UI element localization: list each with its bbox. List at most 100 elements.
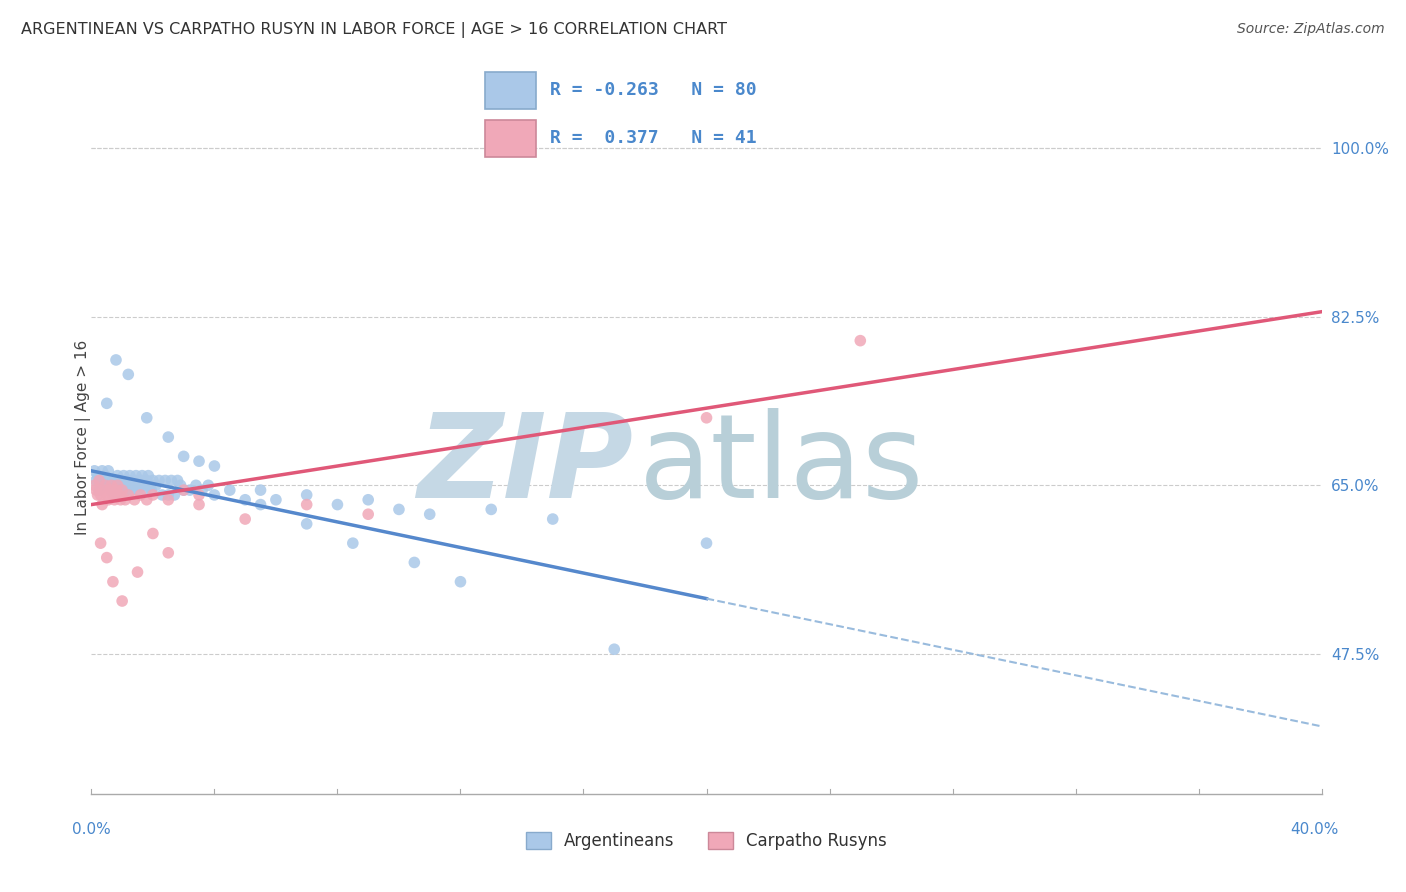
- Point: [160, 474, 183, 488]
- Point: [145, 478, 167, 492]
- Point: [98, 478, 121, 492]
- Point: [419, 507, 441, 521]
- Text: atlas: atlas: [638, 409, 924, 523]
- Point: [86, 488, 108, 502]
- Point: [97, 464, 120, 478]
- Point: [295, 516, 318, 531]
- Point: [202, 488, 225, 502]
- Point: [101, 474, 124, 488]
- Point: [84, 474, 107, 488]
- Point: [136, 468, 159, 483]
- Point: [404, 556, 426, 570]
- Point: [197, 478, 219, 492]
- Point: [169, 478, 191, 492]
- FancyBboxPatch shape: [485, 120, 536, 157]
- Point: [157, 546, 180, 560]
- Point: [97, 492, 120, 507]
- Point: [188, 454, 211, 468]
- Point: [86, 468, 108, 483]
- Point: [91, 498, 114, 512]
- Point: [127, 483, 149, 497]
- Point: [98, 483, 121, 497]
- Point: [91, 464, 114, 478]
- Point: [101, 488, 124, 502]
- Point: [233, 512, 256, 526]
- Text: ZIP: ZIP: [416, 409, 633, 523]
- Point: [134, 483, 156, 497]
- Point: [139, 478, 162, 492]
- Point: [184, 478, 207, 492]
- Point: [191, 483, 214, 497]
- Point: [103, 492, 125, 507]
- Point: [110, 492, 132, 507]
- Point: [87, 483, 110, 497]
- Text: R = -0.263   N = 80: R = -0.263 N = 80: [550, 81, 756, 99]
- Point: [148, 474, 170, 488]
- Point: [118, 468, 141, 483]
- Point: [157, 430, 180, 444]
- Point: [100, 483, 122, 497]
- Point: [166, 474, 188, 488]
- Point: [124, 474, 146, 488]
- Point: [326, 498, 349, 512]
- Point: [249, 483, 271, 497]
- Point: [695, 536, 717, 550]
- Point: [128, 478, 150, 492]
- Point: [94, 468, 117, 483]
- Point: [105, 474, 127, 488]
- Point: [87, 474, 110, 488]
- Point: [94, 478, 117, 492]
- Point: [120, 483, 142, 497]
- Point: [163, 488, 186, 502]
- Point: [173, 483, 195, 497]
- Point: [125, 468, 148, 483]
- Point: [295, 488, 318, 502]
- Text: 40.0%: 40.0%: [1291, 822, 1339, 837]
- Point: [849, 334, 872, 348]
- Point: [135, 410, 157, 425]
- Point: [112, 468, 135, 483]
- Point: [96, 474, 118, 488]
- Point: [107, 478, 129, 492]
- Point: [111, 594, 134, 608]
- Point: [105, 483, 127, 497]
- Point: [157, 492, 180, 507]
- Point: [96, 550, 118, 565]
- Point: [449, 574, 471, 589]
- Point: [90, 474, 112, 488]
- Point: [108, 488, 131, 502]
- Point: [83, 478, 105, 492]
- Point: [357, 507, 380, 521]
- Point: [153, 474, 177, 488]
- Point: [132, 478, 155, 492]
- Point: [127, 565, 149, 579]
- Point: [142, 488, 165, 502]
- Point: [479, 502, 502, 516]
- Point: [264, 492, 287, 507]
- Point: [135, 492, 157, 507]
- Point: [135, 474, 157, 488]
- Point: [105, 353, 127, 368]
- Point: [357, 492, 380, 507]
- Point: [129, 474, 152, 488]
- Point: [233, 492, 256, 507]
- FancyBboxPatch shape: [485, 71, 536, 109]
- Text: R =  0.377   N = 41: R = 0.377 N = 41: [550, 129, 756, 147]
- Point: [101, 574, 124, 589]
- Point: [124, 492, 146, 507]
- Point: [541, 512, 564, 526]
- Text: 0.0%: 0.0%: [72, 822, 111, 837]
- Point: [83, 464, 105, 478]
- Point: [117, 488, 139, 502]
- Point: [90, 536, 112, 550]
- Point: [115, 483, 138, 497]
- Point: [111, 483, 134, 497]
- Point: [188, 488, 211, 502]
- Point: [695, 410, 717, 425]
- Point: [173, 450, 195, 464]
- Y-axis label: In Labor Force | Age > 16: In Labor Force | Age > 16: [75, 340, 91, 534]
- Point: [114, 492, 136, 507]
- Point: [218, 483, 240, 497]
- Point: [188, 498, 211, 512]
- Point: [249, 498, 271, 512]
